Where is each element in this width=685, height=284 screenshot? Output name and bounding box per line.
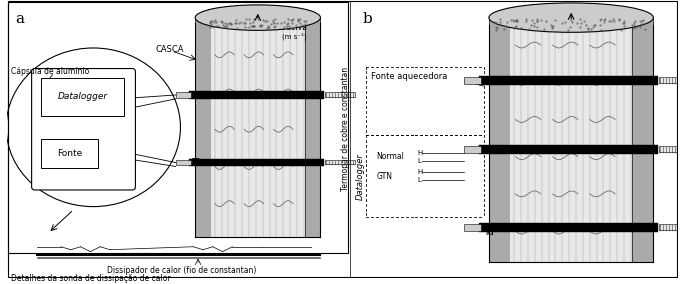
Bar <box>479 145 658 154</box>
Bar <box>325 160 355 164</box>
Text: Ta: Ta <box>483 227 494 237</box>
Text: Datalogger: Datalogger <box>58 92 108 101</box>
Bar <box>41 78 124 116</box>
FancyBboxPatch shape <box>32 68 136 190</box>
Text: Tb: Tb <box>483 146 496 156</box>
Bar <box>479 223 658 232</box>
Bar <box>211 18 305 237</box>
Text: Tc: Tc <box>191 91 201 101</box>
Text: Densididade de: Densididade de <box>247 16 307 25</box>
Bar <box>489 18 510 262</box>
Bar <box>659 224 685 230</box>
Text: Datalogger: Datalogger <box>356 153 365 200</box>
Bar <box>195 18 211 237</box>
Bar <box>464 77 481 84</box>
Text: Normal: Normal <box>376 152 404 161</box>
Bar <box>8 2 348 253</box>
Bar <box>305 18 321 237</box>
Ellipse shape <box>489 3 653 32</box>
Text: Tb: Tb <box>191 158 204 168</box>
Bar <box>510 18 632 262</box>
Bar <box>479 76 658 85</box>
Text: Dissipador de calor (fio de constantan): Dissipador de calor (fio de constantan) <box>107 266 256 275</box>
Text: b: b <box>362 12 373 26</box>
Bar <box>175 160 191 166</box>
Bar <box>175 92 191 98</box>
Text: Detalhes da sonda de dissipação de calor: Detalhes da sonda de dissipação de calor <box>11 274 171 283</box>
Bar <box>632 18 653 262</box>
Bar <box>659 146 685 152</box>
Text: (m s⁻¹): (m s⁻¹) <box>282 32 307 40</box>
Text: L: L <box>417 158 421 164</box>
Text: Termopar de cobre e constantan: Termopar de cobre e constantan <box>341 67 351 191</box>
Text: Cápsula de alumínio: Cápsula de alumínio <box>11 66 89 76</box>
Bar <box>189 159 325 166</box>
Text: Fonte aquecedora: Fonte aquecedora <box>371 72 448 82</box>
Text: Fonte: Fonte <box>57 149 82 158</box>
Bar <box>464 224 481 231</box>
Text: GTN: GTN <box>376 172 393 181</box>
Bar <box>189 91 325 99</box>
Text: a: a <box>15 12 24 26</box>
Ellipse shape <box>195 5 321 30</box>
Text: H: H <box>417 150 423 156</box>
Text: CASCA: CASCA <box>156 45 184 54</box>
Bar <box>325 92 355 97</box>
Bar <box>41 139 98 168</box>
Bar <box>464 146 481 153</box>
Text: ← fluxo de seiva: ← fluxo de seiva <box>245 24 307 32</box>
Text: L: L <box>417 177 421 183</box>
Text: Tc: Tc <box>483 77 493 87</box>
Text: H: H <box>417 169 423 175</box>
Bar <box>659 77 685 83</box>
